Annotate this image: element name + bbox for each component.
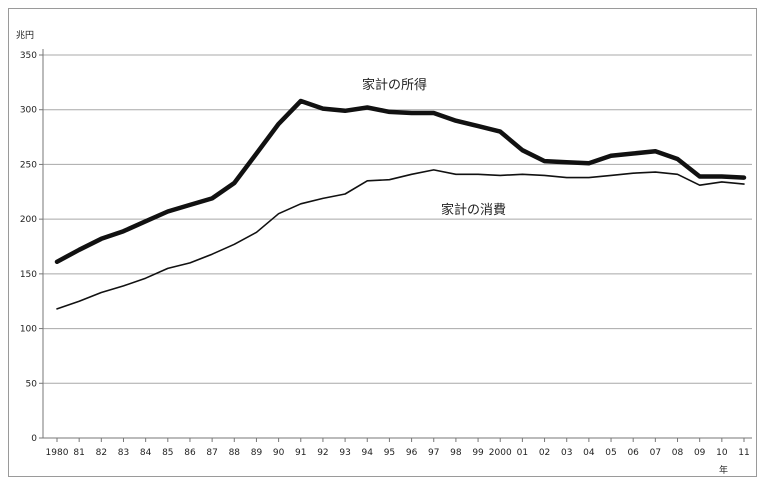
x-tick-label: 10	[716, 448, 728, 458]
x-tick-label: 86	[184, 448, 196, 458]
axes	[39, 49, 752, 442]
x-tick-label: 07	[650, 448, 661, 458]
y-tick-labels: 0 50 100 150 200 250 300 350	[20, 51, 37, 444]
x-tick-label: 2000	[489, 448, 512, 458]
income-series-line	[54, 98, 747, 265]
y-tick-label: 350	[20, 51, 37, 61]
gridlines	[43, 54, 752, 384]
y-tick-label: 150	[20, 270, 37, 280]
x-tick-label: 96	[406, 448, 418, 458]
y-tick-label: 250	[20, 160, 37, 170]
y-tick-label: 0	[31, 434, 37, 444]
y-tick-label: 100	[20, 325, 37, 335]
x-tick-label: 92	[317, 448, 328, 458]
x-tick-label: 91	[295, 448, 306, 458]
x-tick-label: 08	[672, 448, 684, 458]
consumption-series-label: 家計の消費	[441, 202, 506, 218]
chart-frame	[8, 8, 757, 477]
x-tick-label: 03	[561, 448, 572, 458]
x-tick-label: 90	[273, 448, 285, 458]
x-tick-label: 83	[118, 448, 129, 458]
x-tick-label: 89	[251, 448, 263, 458]
x-tick-label: 97	[428, 448, 439, 458]
series-lines	[54, 98, 747, 310]
x-tick-label: 87	[206, 448, 217, 458]
x-tick-label: 01	[517, 448, 528, 458]
x-tick-label: 04	[583, 448, 595, 458]
x-tick-label: 02	[539, 448, 550, 458]
x-tick-label: 05	[605, 448, 616, 458]
x-tick-labels: 1980 81 82 83 84 85 86 87 88 89 90 91 92 93 94 95 96 97 98…	[46, 448, 750, 458]
x-tick-label: 84	[140, 448, 152, 458]
y-axis-unit-label: 兆円	[16, 30, 34, 41]
x-tick-label: 94	[362, 448, 374, 458]
x-tick-label: 09	[694, 448, 706, 458]
consumption-series-line	[56, 169, 745, 310]
x-tick-label: 99	[472, 448, 484, 458]
x-tick-label: 98	[450, 448, 462, 458]
x-tick-label: 11	[738, 448, 749, 458]
x-axis-unit-label: 年	[719, 464, 728, 476]
x-tick-label: 82	[96, 448, 107, 458]
x-tick-label: 06	[627, 448, 639, 458]
x-tick-label: 81	[73, 448, 84, 458]
x-tick-label: 88	[229, 448, 241, 458]
x-tick-label: 1980	[46, 448, 69, 458]
y-tick-label: 300	[20, 106, 37, 116]
x-tick-label: 93	[339, 448, 350, 458]
x-tick-label: 85	[162, 448, 173, 458]
x-tick-label: 95	[384, 448, 395, 458]
income-series-label: 家計の所得	[362, 77, 427, 93]
y-tick-label: 50	[26, 379, 38, 389]
y-tick-label: 200	[20, 215, 37, 225]
